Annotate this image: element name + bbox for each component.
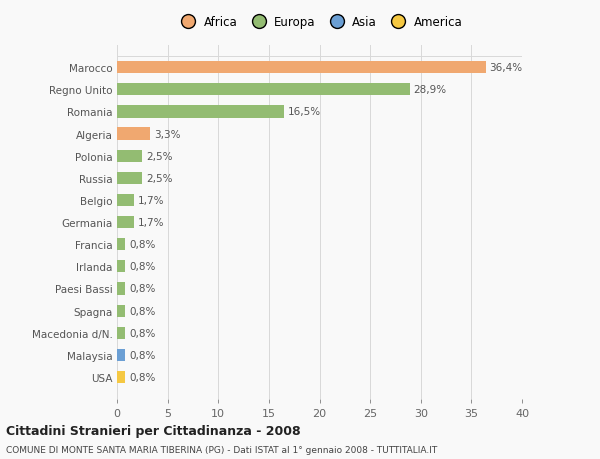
Bar xyxy=(117,128,151,140)
Legend: Africa, Europa, Asia, America: Africa, Europa, Asia, America xyxy=(176,17,463,29)
Text: 36,4%: 36,4% xyxy=(490,63,523,73)
Bar xyxy=(117,150,142,162)
Bar xyxy=(117,217,134,229)
Text: 3,3%: 3,3% xyxy=(154,129,181,139)
Text: COMUNE DI MONTE SANTA MARIA TIBERINA (PG) - Dati ISTAT al 1° gennaio 2008 - TUTT: COMUNE DI MONTE SANTA MARIA TIBERINA (PG… xyxy=(6,445,437,454)
Text: 0,8%: 0,8% xyxy=(129,372,155,382)
Bar xyxy=(117,239,125,251)
Bar xyxy=(117,261,125,273)
Text: 28,9%: 28,9% xyxy=(413,85,447,95)
Text: 2,5%: 2,5% xyxy=(146,174,173,184)
Text: 0,8%: 0,8% xyxy=(129,240,155,250)
Bar xyxy=(117,305,125,317)
Bar xyxy=(117,173,142,185)
Bar xyxy=(117,327,125,339)
Text: 1,7%: 1,7% xyxy=(138,218,165,228)
Text: 16,5%: 16,5% xyxy=(288,107,321,117)
Text: 0,8%: 0,8% xyxy=(129,284,155,294)
Bar xyxy=(117,283,125,295)
Bar xyxy=(117,349,125,361)
Text: 0,8%: 0,8% xyxy=(129,328,155,338)
Text: 0,8%: 0,8% xyxy=(129,262,155,272)
Bar xyxy=(117,62,485,74)
Text: 1,7%: 1,7% xyxy=(138,196,165,206)
Text: 0,8%: 0,8% xyxy=(129,350,155,360)
Bar xyxy=(117,106,284,118)
Bar xyxy=(117,371,125,383)
Bar xyxy=(117,195,134,207)
Bar xyxy=(117,84,410,96)
Text: Cittadini Stranieri per Cittadinanza - 2008: Cittadini Stranieri per Cittadinanza - 2… xyxy=(6,424,301,437)
Text: 0,8%: 0,8% xyxy=(129,306,155,316)
Text: 2,5%: 2,5% xyxy=(146,151,173,162)
